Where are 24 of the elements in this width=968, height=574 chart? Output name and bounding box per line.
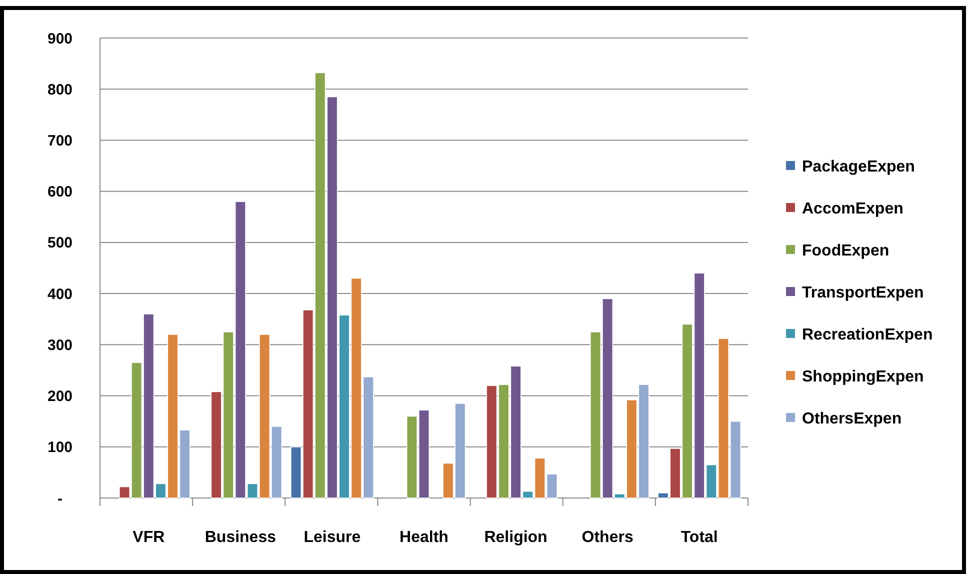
legend-label: ShoppingExpen <box>802 368 924 386</box>
y-tick-label: 500 <box>47 234 73 252</box>
y-tick-label: 100 <box>47 439 73 456</box>
y-tick-label: 600 <box>47 184 73 201</box>
legend-label: AccomExpen <box>802 200 904 218</box>
legend-label: FoodExpen <box>802 242 890 260</box>
x-tick-label: Total <box>680 529 718 546</box>
y-tick-label: 700 <box>47 132 73 150</box>
legend-label: RecreationExpen <box>802 326 933 344</box>
y-tick-label: 300 <box>47 336 73 354</box>
x-tick-label: Health <box>400 529 448 546</box>
y-tick-label: 900 <box>47 30 73 48</box>
x-tick-label: Business <box>204 529 276 546</box>
x-tick-label: Leisure <box>304 529 361 546</box>
y-tick-label: - <box>58 490 62 508</box>
x-tick-label: Religion <box>484 529 548 546</box>
x-tick-label: VFR <box>132 529 166 546</box>
y-tick-label: 200 <box>47 388 73 406</box>
y-tick-label: 800 <box>47 81 73 98</box>
x-tick-label: Others <box>582 529 634 546</box>
legend-label: OthersExpen <box>802 410 902 428</box>
legend-label: PackageExpen <box>802 158 915 176</box>
y-tick-label: 400 <box>47 286 73 303</box>
legend-label: TransportExpen <box>802 284 924 302</box>
